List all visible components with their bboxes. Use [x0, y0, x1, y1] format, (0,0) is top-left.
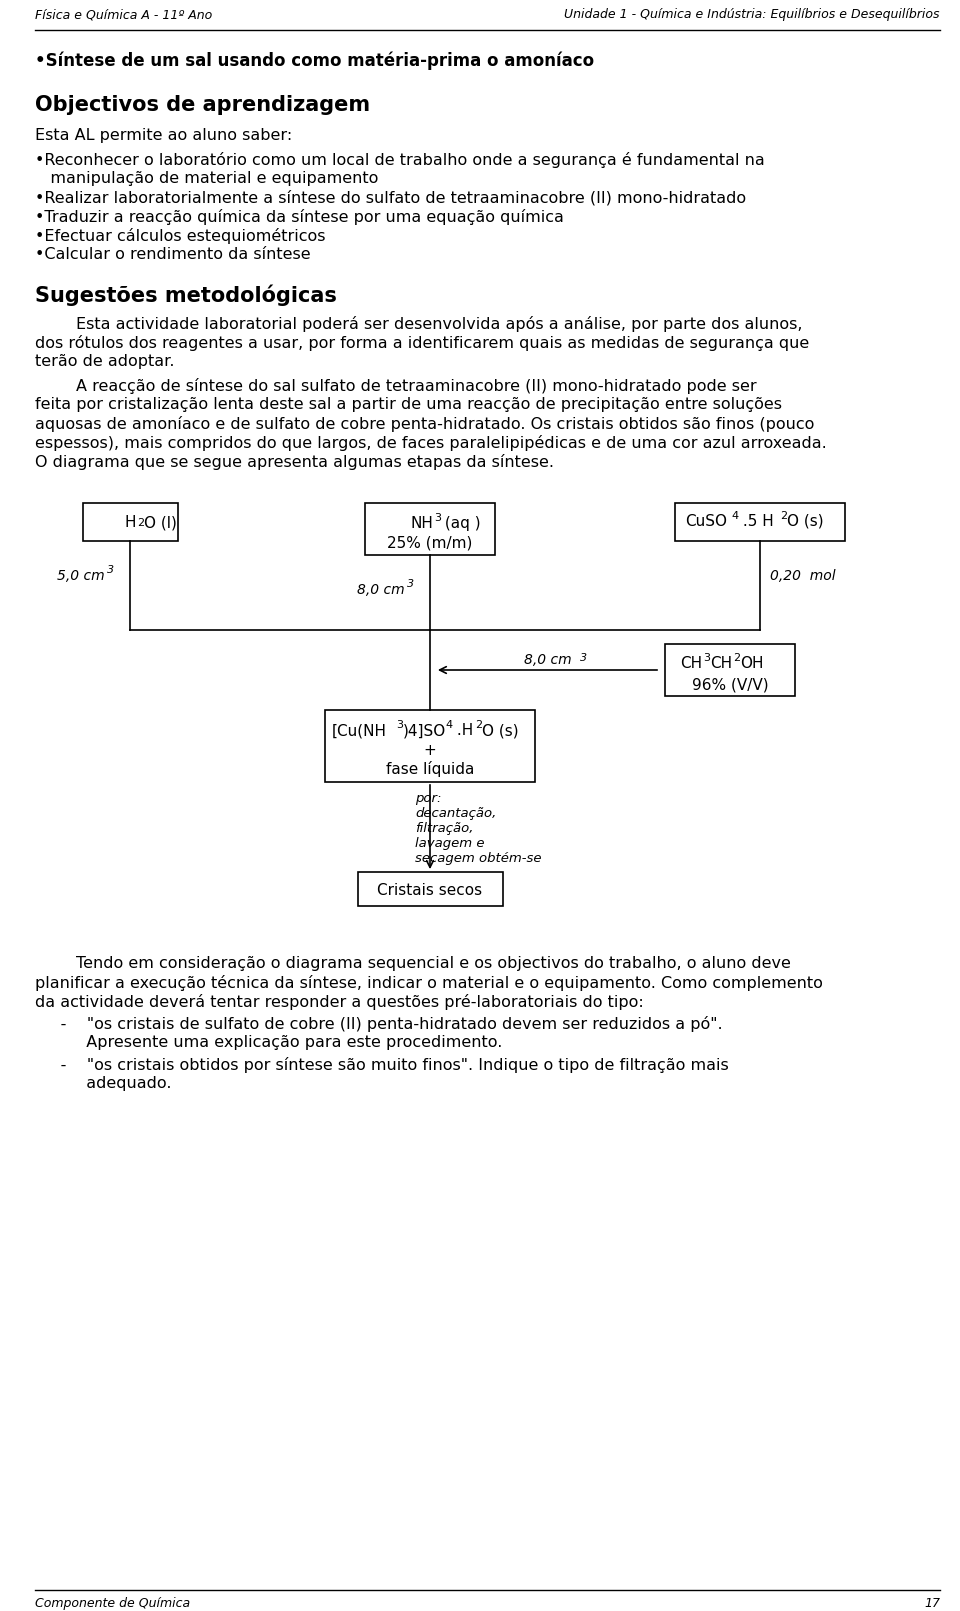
Text: feita por cristalização lenta deste sal a partir de uma reacção de precipitação : feita por cristalização lenta deste sal … [35, 396, 782, 412]
Text: .5 H: .5 H [738, 514, 774, 528]
Text: 0,20  mol: 0,20 mol [770, 569, 835, 583]
Text: Cristais secos: Cristais secos [377, 883, 483, 897]
Text: manipulação de material e equipamento: manipulação de material e equipamento [35, 171, 378, 185]
Text: •Reconhecer o laboratório como um local de trabalho onde a segurança é fundament: •Reconhecer o laboratório como um local … [35, 151, 765, 168]
Text: [Cu(NH: [Cu(NH [332, 723, 387, 738]
Text: Esta actividade laboratorial poderá ser desenvolvida após a análise, por parte d: Esta actividade laboratorial poderá ser … [35, 316, 803, 332]
Text: •Síntese de um sal usando como matéria-prima o amoníaco: •Síntese de um sal usando como matéria-p… [35, 52, 594, 71]
Text: 4: 4 [445, 720, 452, 730]
Bar [675, 503, 845, 541]
Text: 25% (m/m): 25% (m/m) [387, 536, 472, 551]
Text: NH: NH [410, 516, 433, 532]
Text: 8,0 cm: 8,0 cm [524, 652, 571, 667]
Text: Unidade 1 - Química e Indústria: Equilíbrios e Desequilíbrios: Unidade 1 - Química e Indústria: Equilíb… [564, 8, 940, 21]
Text: da actividade deverá tentar responder a questões pré-laboratoriais do tipo:: da actividade deverá tentar responder a … [35, 994, 644, 1010]
Text: Sugestões metodológicas: Sugestões metodológicas [35, 284, 337, 306]
Text: 5,0 cm: 5,0 cm [58, 569, 105, 583]
Text: espessos), mais compridos do que largos, de faces paralelipipédicas e de uma cor: espessos), mais compridos do que largos,… [35, 435, 827, 451]
Text: 96% (V/V): 96% (V/V) [692, 677, 768, 693]
Text: Componente de Química: Componente de Química [35, 1597, 190, 1609]
Text: A reacção de síntese do sal sulfato de tetraaminacobre (II) mono-hidratado pode : A reacção de síntese do sal sulfato de t… [35, 379, 756, 395]
Bar [325, 710, 535, 781]
Text: H: H [124, 516, 135, 530]
Text: O (l): O (l) [144, 516, 177, 530]
Text: •Calcular o rendimento da síntese: •Calcular o rendimento da síntese [35, 246, 311, 263]
Text: secagem obtém-se: secagem obtém-se [415, 852, 541, 865]
Text: fase líquida: fase líquida [386, 760, 474, 777]
Text: 3: 3 [703, 652, 710, 664]
Text: O (s): O (s) [787, 514, 824, 528]
Text: filtração,: filtração, [415, 822, 473, 834]
Text: CH: CH [710, 656, 732, 672]
Text: .H: .H [452, 723, 473, 738]
Text: OH: OH [740, 656, 763, 672]
Text: -    "os cristais de sulfato de cobre (II) penta-hidratado devem ser reduzidos a: - "os cristais de sulfato de cobre (II) … [35, 1017, 723, 1033]
Text: 4: 4 [731, 511, 738, 520]
Text: 8,0 cm: 8,0 cm [357, 583, 405, 598]
Bar [83, 503, 178, 541]
Text: 3: 3 [580, 652, 587, 664]
Text: Tendo em consideração o diagrama sequencial e os objectivos do trabalho, o aluno: Tendo em consideração o diagrama sequenc… [35, 955, 791, 971]
Text: O diagrama que se segue apresenta algumas etapas da síntese.: O diagrama que se segue apresenta alguma… [35, 454, 554, 470]
Text: planificar a execução técnica da síntese, indicar o material e o equipamento. Co: planificar a execução técnica da síntese… [35, 975, 823, 991]
Bar [665, 644, 795, 696]
Text: Física e Química A - 11º Ano: Física e Química A - 11º Ano [35, 8, 212, 21]
Text: +: + [423, 743, 437, 759]
Text: 2: 2 [137, 519, 144, 528]
Text: Objectivos de aprendizagem: Objectivos de aprendizagem [35, 95, 371, 114]
Text: Esta AL permite ao aluno saber:: Esta AL permite ao aluno saber: [35, 127, 292, 143]
Text: decantação,: decantação, [415, 807, 496, 820]
Bar [357, 872, 502, 905]
Text: 3: 3 [107, 565, 114, 575]
Text: 17: 17 [924, 1597, 940, 1609]
Text: (aq ): (aq ) [440, 516, 481, 532]
Text: -    "os cristais obtidos por síntese são muito finos". Indique o tipo de filtra: - "os cristais obtidos por síntese são m… [35, 1057, 729, 1073]
Text: 2: 2 [780, 511, 787, 520]
Text: O (s): O (s) [482, 723, 518, 738]
Text: CuSO: CuSO [685, 514, 727, 528]
Text: terão de adoptar.: terão de adoptar. [35, 354, 175, 369]
Text: adequado.: adequado. [35, 1076, 172, 1091]
Text: Apresente uma explicação para este procedimento.: Apresente uma explicação para este proce… [35, 1034, 502, 1050]
Text: 3: 3 [396, 720, 403, 730]
Text: 2: 2 [733, 652, 740, 664]
Text: aquosas de amoníaco e de sulfato de cobre penta-hidratado. Os cristais obtidos s: aquosas de amoníaco e de sulfato de cobr… [35, 416, 814, 432]
Text: 2: 2 [475, 720, 482, 730]
Text: 3: 3 [407, 578, 414, 590]
Text: CH: CH [680, 656, 702, 672]
Text: 3: 3 [434, 512, 441, 524]
Text: dos rótulos dos reagentes a usar, por forma a identificarem quais as medidas de : dos rótulos dos reagentes a usar, por fo… [35, 335, 809, 351]
Text: •Efectuar cálculos estequiométricos: •Efectuar cálculos estequiométricos [35, 229, 325, 243]
Text: •Traduzir a reacção química da síntese por uma equação química: •Traduzir a reacção química da síntese p… [35, 209, 564, 226]
Text: )4]SO: )4]SO [403, 723, 446, 738]
Text: por:: por: [415, 793, 442, 806]
Text: •Realizar laboratorialmente a síntese do sulfato de tetraaminacobre (II) mono-hi: •Realizar laboratorialmente a síntese do… [35, 190, 746, 206]
Bar [365, 503, 495, 556]
Text: lavagem e: lavagem e [415, 838, 485, 851]
